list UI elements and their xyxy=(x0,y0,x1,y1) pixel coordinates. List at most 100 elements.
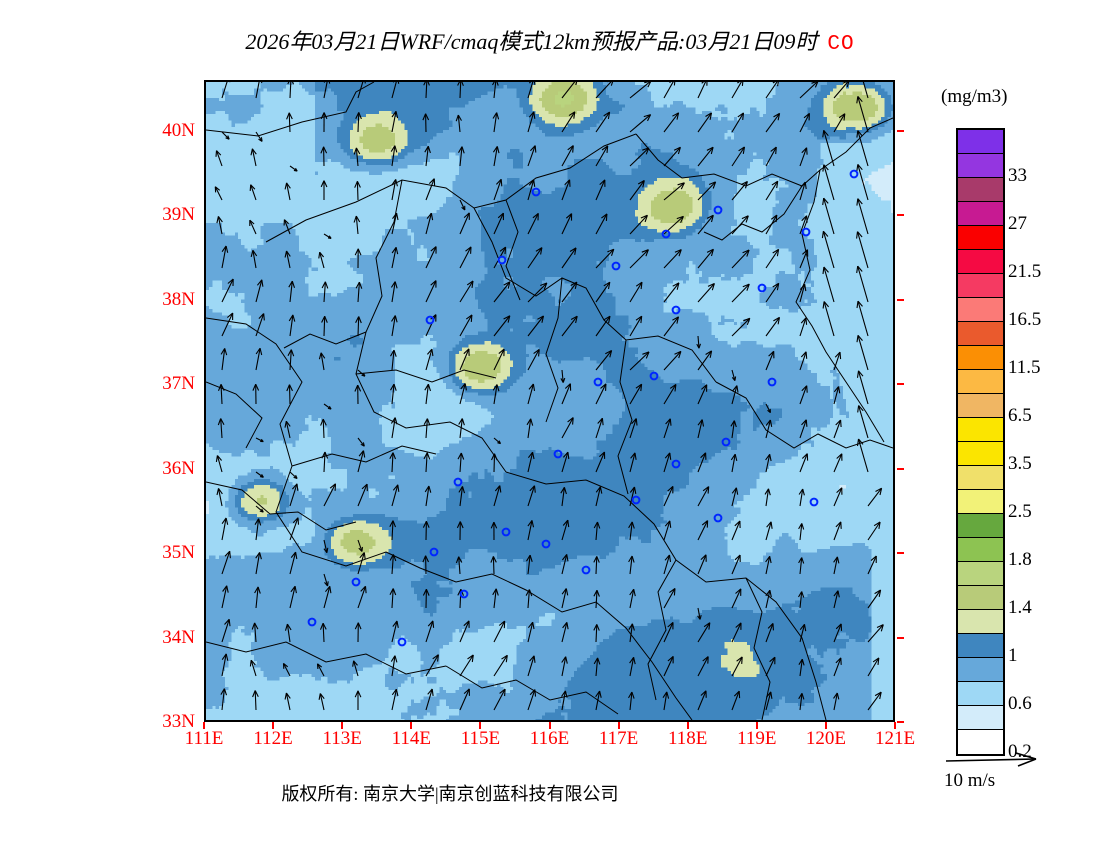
wind-vector-arrow xyxy=(458,486,466,507)
wind-vector-arrow xyxy=(391,246,399,269)
wind-vector-key xyxy=(944,752,1074,770)
wind-vector-arrow xyxy=(422,113,430,133)
wind-vector-arrow xyxy=(561,247,577,269)
wind-vector-arrow xyxy=(663,655,674,677)
wind-vector-arrow xyxy=(455,556,463,575)
city-marker[interactable] xyxy=(849,169,859,179)
city-marker[interactable] xyxy=(581,565,591,575)
city-marker[interactable] xyxy=(713,513,723,523)
wind-vector-arrow xyxy=(765,146,777,167)
city-marker[interactable] xyxy=(593,377,603,387)
y-axis-label: 38N xyxy=(162,288,195,310)
wind-vector-arrow xyxy=(833,657,842,677)
wind-vector-arrow xyxy=(289,483,299,507)
wind-vector-arrow xyxy=(798,488,805,507)
colorbar-band xyxy=(958,226,1003,250)
wind-vector-arrow xyxy=(799,283,807,303)
y-axis-tick xyxy=(897,383,904,386)
wind-vector-arrow xyxy=(629,147,650,167)
wind-vector-arrow xyxy=(833,419,842,439)
wind-vector-arrow xyxy=(252,383,260,405)
wind-vector-arrow xyxy=(593,556,600,575)
wind-vector-arrow xyxy=(663,316,680,337)
wind-vector-arrow xyxy=(857,405,869,439)
city-marker[interactable] xyxy=(453,477,463,487)
wind-vector-arrow xyxy=(697,656,709,677)
wind-vector-arrow xyxy=(425,246,437,269)
wind-vector-arrow xyxy=(221,585,229,609)
wind-vector-arrow xyxy=(391,179,398,201)
wind-vector-arrow xyxy=(323,539,329,554)
city-marker[interactable] xyxy=(671,459,681,469)
colorbar-band xyxy=(958,130,1003,154)
city-marker[interactable] xyxy=(497,255,507,265)
colorbar-band xyxy=(958,154,1003,178)
wind-vector-arrow xyxy=(423,82,430,99)
city-marker[interactable] xyxy=(721,437,731,447)
y-axis-label: 34N xyxy=(162,626,195,648)
administrative-boundary xyxy=(505,471,827,720)
city-marker[interactable] xyxy=(631,495,641,505)
map-plot-area[interactable] xyxy=(204,80,895,722)
wind-vector-arrow xyxy=(323,82,331,99)
wind-vector-arrow xyxy=(629,82,652,99)
city-marker[interactable] xyxy=(767,377,777,387)
colorbar-band xyxy=(958,178,1003,202)
city-marker[interactable] xyxy=(553,449,563,459)
city-marker[interactable] xyxy=(397,637,407,647)
city-marker[interactable] xyxy=(713,205,723,215)
wind-vector-arrow xyxy=(422,555,429,575)
colorbar-band xyxy=(958,394,1003,418)
wind-vector-arrow xyxy=(560,487,567,507)
city-marker[interactable] xyxy=(459,589,469,599)
colorbar-band xyxy=(958,730,1003,754)
city-marker[interactable] xyxy=(757,283,767,293)
wind-vector-arrow xyxy=(697,282,715,303)
wind-vector-arrow xyxy=(595,281,611,303)
wind-vector-arrow xyxy=(731,487,739,507)
city-marker[interactable] xyxy=(307,617,317,627)
administrative-boundary xyxy=(445,665,619,715)
wind-vector-arrow xyxy=(629,249,649,269)
wind-vector-arrow xyxy=(493,348,505,371)
wind-vector-arrow xyxy=(697,112,713,133)
wind-vector-arrow xyxy=(731,283,750,303)
wind-vector-arrow xyxy=(255,82,263,99)
wind-vector-arrow xyxy=(289,551,298,575)
wind-vector-arrow xyxy=(221,653,229,677)
colorbar-tick-label: 33 xyxy=(1008,165,1027,186)
wind-vector-arrow xyxy=(287,82,295,99)
wind-vector-arrow xyxy=(561,519,570,541)
wind-vector-arrow xyxy=(595,248,615,269)
city-marker[interactable] xyxy=(425,315,435,325)
city-marker[interactable] xyxy=(531,187,541,197)
wind-vector-arrow xyxy=(255,313,265,337)
colorbar-tick-label: 1.8 xyxy=(1008,549,1032,570)
wind-vector-arrow xyxy=(284,250,291,269)
wind-vector-arrow xyxy=(595,451,606,473)
colorbar[interactable] xyxy=(956,128,1005,756)
city-marker[interactable] xyxy=(661,229,671,239)
city-marker[interactable] xyxy=(649,371,659,381)
city-marker[interactable] xyxy=(611,261,621,271)
wind-vector-arrow xyxy=(320,180,328,200)
city-marker[interactable] xyxy=(429,547,439,557)
city-marker[interactable] xyxy=(541,539,551,549)
x-axis-tick xyxy=(824,722,827,729)
wind-vector-arrow xyxy=(862,82,869,99)
wind-vector-arrow xyxy=(629,180,645,201)
wind-vector-arrow xyxy=(561,82,578,99)
city-marker[interactable] xyxy=(809,497,819,507)
wind-vector-arrow xyxy=(492,112,500,133)
wind-vector-arrow xyxy=(561,554,569,575)
city-marker[interactable] xyxy=(801,227,811,237)
city-marker[interactable] xyxy=(351,577,361,587)
administrative-boundary xyxy=(647,559,677,701)
colorbar-tick-label: 3.5 xyxy=(1008,453,1032,474)
city-marker[interactable] xyxy=(501,527,511,537)
city-marker[interactable] xyxy=(671,305,681,315)
colorbar-tick-label: 21.5 xyxy=(1008,261,1042,282)
wind-vector-arrow xyxy=(249,219,257,235)
wind-vector-arrow xyxy=(697,452,707,473)
wind-vector-arrow xyxy=(822,197,835,235)
